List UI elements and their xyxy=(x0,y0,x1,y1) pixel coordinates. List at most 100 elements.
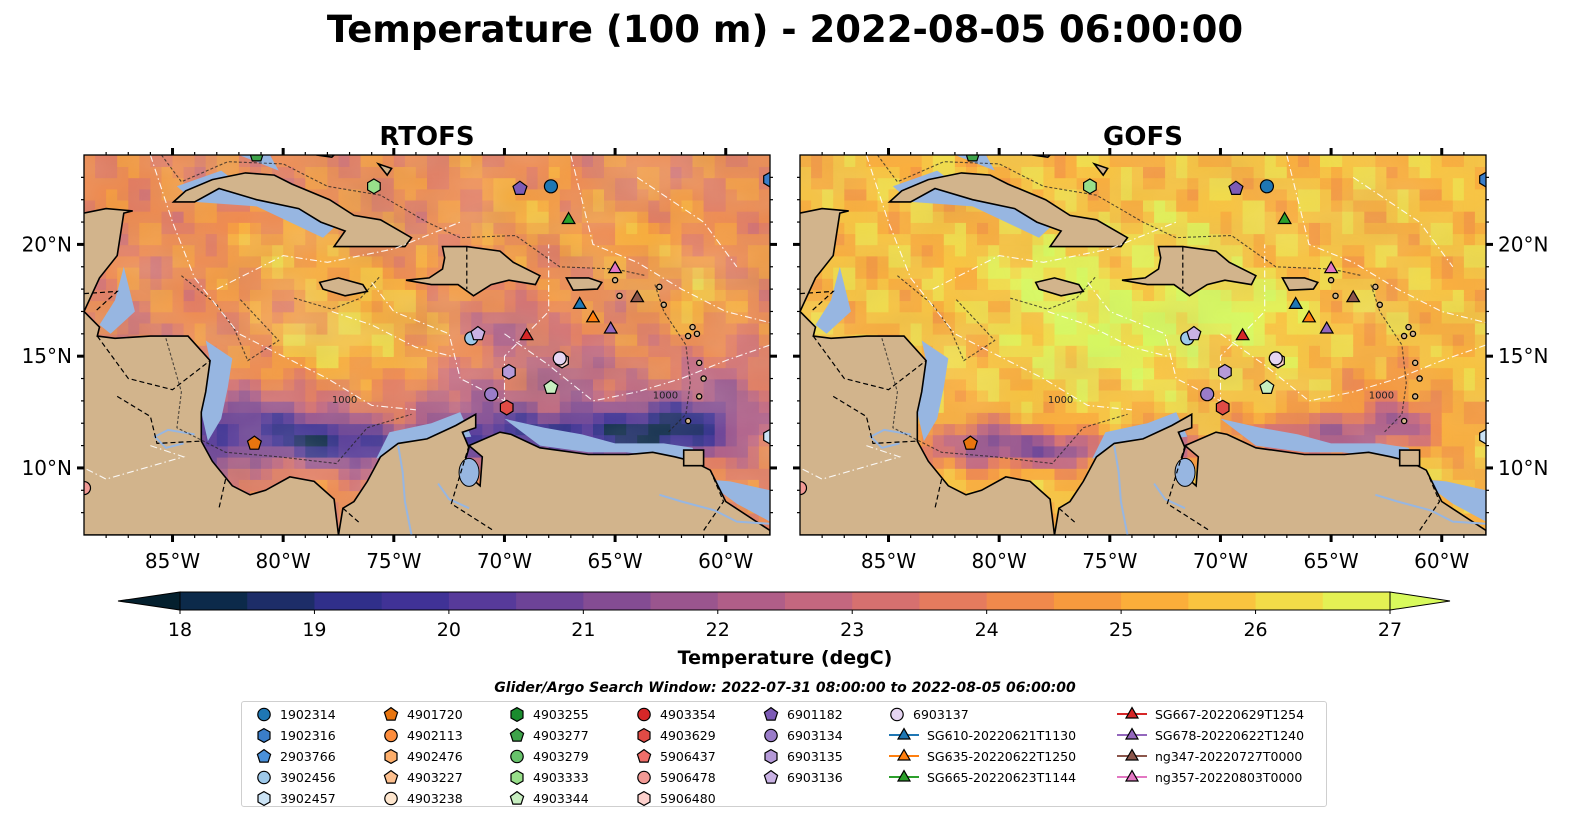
y-tick-label: 15°N xyxy=(1498,344,1548,368)
colorbar-extend-high xyxy=(1389,591,1451,611)
platform-marker-4903333 xyxy=(367,178,381,195)
colorbar-segment xyxy=(583,592,652,610)
map-frame xyxy=(799,154,1487,536)
platform-marker-4903277 xyxy=(249,155,264,162)
colorbar-segment xyxy=(1322,592,1391,610)
legend-label: 4903354 xyxy=(660,706,716,722)
colorbar-tick-label: 27 xyxy=(1378,619,1402,641)
axis-ticks: 85°W 80°W 75°W 70°W 65°W 60°W 10°N 15°N 20°N xyxy=(22,148,777,573)
platform-marker-SG635-20220622T1250 xyxy=(585,309,601,323)
legend-entry: 4903344 xyxy=(509,788,589,808)
legend-marker xyxy=(509,727,525,742)
colorbar-segment xyxy=(919,592,988,610)
legend-entry: 6903136 xyxy=(763,767,843,787)
legend-entry: 4901720 xyxy=(383,704,463,724)
legend-label: 3902457 xyxy=(280,790,336,806)
colorbar-label: Temperature (degC) xyxy=(678,647,893,669)
map-panel-gofs: 1000 1000 GOFS 85°W 80°W 75°W 70°W 65°W 60°W 10°N… xyxy=(793,122,1548,573)
y-tick-label: 20°N xyxy=(22,232,72,256)
platform-marker-4903344 xyxy=(1259,379,1275,394)
land-jamaica xyxy=(1034,277,1085,297)
colorbar-tick-label: 24 xyxy=(975,619,999,641)
x-tick-label: 75°W xyxy=(1082,549,1137,573)
contour-label: 1000 xyxy=(653,391,678,402)
legend-marker-icon xyxy=(637,727,651,743)
platform-marker-1902316 xyxy=(763,171,770,188)
land-centralAmerica xyxy=(800,207,1056,535)
legend-entry: 4903277 xyxy=(509,725,589,745)
legend-entry: 4903333 xyxy=(509,767,589,787)
legend-marker xyxy=(257,790,271,806)
platform-marker-6903137 xyxy=(1268,351,1283,366)
rivers xyxy=(869,428,1486,535)
legend-marker-icon xyxy=(509,727,525,742)
colorbar-segment xyxy=(516,592,584,610)
legend-marker-icon xyxy=(510,706,524,722)
colorbar: 18 19 20 21 22 23 24 25 26 27 xyxy=(117,591,1451,641)
legend-marker-icon xyxy=(383,706,399,721)
legend-marker-icon xyxy=(257,727,271,743)
platform-marker-6903135 xyxy=(502,363,516,380)
legend-label: 4902113 xyxy=(407,727,463,743)
legend-marker xyxy=(1124,769,1140,782)
legend-label: 4901720 xyxy=(407,706,463,722)
platform-marker-4901720 xyxy=(962,435,979,450)
legend-label: ng347-20220727T0000 xyxy=(1155,748,1303,764)
legend-entry: 5906437 xyxy=(636,746,716,766)
platform-legend: 1902314 1902316 2903766 3902456 3902457 49017… xyxy=(241,701,1327,807)
platform-marker-4901720 xyxy=(246,435,263,450)
country-borders xyxy=(84,246,725,532)
platform-marker-1902314 xyxy=(1259,179,1275,194)
land-masses xyxy=(800,155,1486,535)
legend-label: 3902456 xyxy=(280,769,336,785)
legend-entry: 4903227 xyxy=(383,767,463,787)
legend-marker-icon xyxy=(509,790,525,805)
legend-label: 6903134 xyxy=(787,727,843,743)
platform-marker-6901182 xyxy=(1228,180,1244,195)
legend-marker xyxy=(510,769,524,785)
legend-marker-icon xyxy=(257,770,271,785)
x-tick-label: 85°W xyxy=(145,549,200,573)
legend-marker xyxy=(1124,727,1140,740)
legend-marker-icon xyxy=(1117,706,1147,719)
land-trinidad xyxy=(682,449,705,467)
legend-marker xyxy=(510,749,524,764)
legend-entry: SG635-20220622T1250 xyxy=(889,746,1076,766)
platform-marker-4903344 xyxy=(543,379,559,394)
contour-label: 1000 xyxy=(1369,391,1394,402)
figure-title: Temperature (100 m) - 2022-08-05 06:00:0… xyxy=(327,8,1243,51)
legend-marker xyxy=(637,727,651,743)
legend-marker xyxy=(763,769,779,784)
legend-marker-icon xyxy=(384,791,398,806)
legend-entry: 4903629 xyxy=(636,725,716,745)
legend-entry: SG610-20220621T1130 xyxy=(889,725,1076,745)
platform-marker-ng347-20220727T0000 xyxy=(629,289,645,303)
legend-entry: SG678-20220622T1240 xyxy=(1117,725,1304,745)
legend-label: 5906478 xyxy=(660,769,716,785)
legend-entry: 6903135 xyxy=(763,746,843,766)
legend-label: 4903238 xyxy=(407,790,463,806)
x-tick-label: 65°W xyxy=(1303,549,1358,573)
search-window-caption: Glider/Argo Search Window: 2022-07-31 08… xyxy=(494,680,1076,696)
colorbar-segment xyxy=(381,592,450,610)
platform-marker-3902457 xyxy=(1479,428,1486,445)
legend-label: 6903137 xyxy=(913,706,969,722)
legend-entry: 4903354 xyxy=(636,704,716,724)
legend-label: SG635-20220622T1250 xyxy=(927,748,1077,764)
contour-label: 1000 xyxy=(1048,395,1073,406)
platform-marker-SG678-20220622T1240 xyxy=(1319,320,1335,334)
bathymetry-contour: 1000 1000 xyxy=(161,155,691,465)
colorbar-tick-label: 20 xyxy=(437,619,461,641)
x-tick-label: 75°W xyxy=(366,549,421,573)
legend-entry: ng357-20220803T0000 xyxy=(1117,767,1302,787)
y-tick-label: 10°N xyxy=(1498,456,1548,480)
legend-marker xyxy=(384,791,398,806)
legend-marker-icon xyxy=(889,769,919,782)
platform-marker-1902316 xyxy=(1479,171,1486,188)
legend-marker xyxy=(510,706,524,722)
land-bahamas2 xyxy=(375,162,393,177)
platform-marker-SG610-20220621T1130 xyxy=(572,296,588,309)
land-centralAmerica xyxy=(84,207,340,535)
x-tick-label: 65°W xyxy=(587,549,642,573)
legend-marker xyxy=(896,748,912,761)
